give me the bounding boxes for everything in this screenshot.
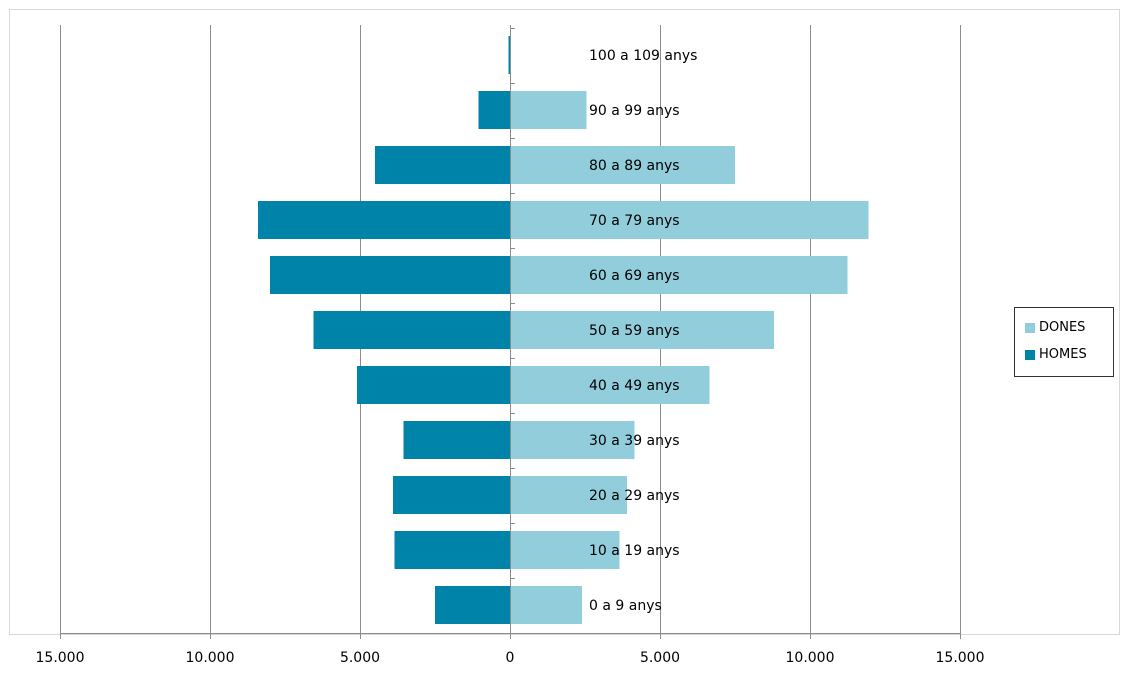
bar-dones — [510, 421, 635, 459]
category-label: 100 a 109 anys — [589, 48, 697, 64]
category-label: 50 a 59 anys — [589, 323, 680, 339]
bar-dones — [510, 201, 869, 239]
bar-dones — [510, 146, 735, 184]
bar-homes — [313, 311, 510, 349]
legend-item-dones: DONES — [1025, 314, 1113, 341]
bar-dones — [510, 366, 710, 404]
category-label: 10 a 19 anys — [589, 543, 680, 559]
category-label: 0 a 9 anys — [589, 598, 662, 614]
bar-dones — [510, 256, 848, 294]
category-label: 70 a 79 anys — [589, 213, 680, 229]
x-tick-label: 0 — [506, 650, 515, 666]
x-tick-label: 15.000 — [36, 650, 85, 666]
bar-dones — [510, 531, 620, 569]
bar-dones — [510, 311, 774, 349]
x-tick-label: 5.000 — [640, 650, 680, 666]
category-label: 60 a 69 anys — [589, 268, 680, 284]
x-tick-label: 5.000 — [340, 650, 380, 666]
legend-swatch-dones — [1025, 322, 1035, 333]
bars — [258, 36, 869, 624]
legend-label-homes: HOMES — [1039, 347, 1087, 362]
x-tick-label: 10.000 — [786, 650, 835, 666]
x-tick-label: 10.000 — [186, 650, 235, 666]
bar-homes — [258, 201, 510, 239]
category-label: 30 a 39 anys — [589, 433, 680, 449]
category-label: 90 a 99 anys — [589, 103, 680, 119]
legend: DONES HOMES — [1014, 307, 1114, 377]
bar-homes — [508, 36, 510, 74]
category-label: 80 a 89 anys — [589, 158, 680, 174]
x-tick-label: 15.000 — [936, 650, 985, 666]
bar-homes — [478, 91, 510, 129]
bar-dones — [510, 91, 587, 129]
bar-homes — [403, 421, 510, 459]
bar-homes — [435, 586, 510, 624]
bar-homes — [375, 146, 510, 184]
plot-frame — [9, 9, 1120, 635]
grid-lines — [60, 25, 961, 633]
axes: 15.000 10.000 5.000 0 5.000 10.000 15.000 — [36, 25, 985, 666]
bar-homes — [393, 476, 510, 514]
category-label: 40 a 49 anys — [589, 378, 680, 394]
bar-dones — [510, 476, 627, 514]
bar-homes — [357, 366, 510, 404]
category-labels: 0 a 9 anys 10 a 19 anys 20 a 29 anys 30 a 3… — [589, 48, 697, 614]
bar-homes — [394, 531, 510, 569]
legend-item-homes: HOMES — [1025, 341, 1113, 368]
bar-dones — [510, 586, 582, 624]
category-label: 20 a 29 anys — [589, 488, 680, 504]
legend-label-dones: DONES — [1039, 320, 1086, 335]
legend-swatch-homes — [1025, 349, 1035, 360]
bar-homes — [270, 256, 510, 294]
